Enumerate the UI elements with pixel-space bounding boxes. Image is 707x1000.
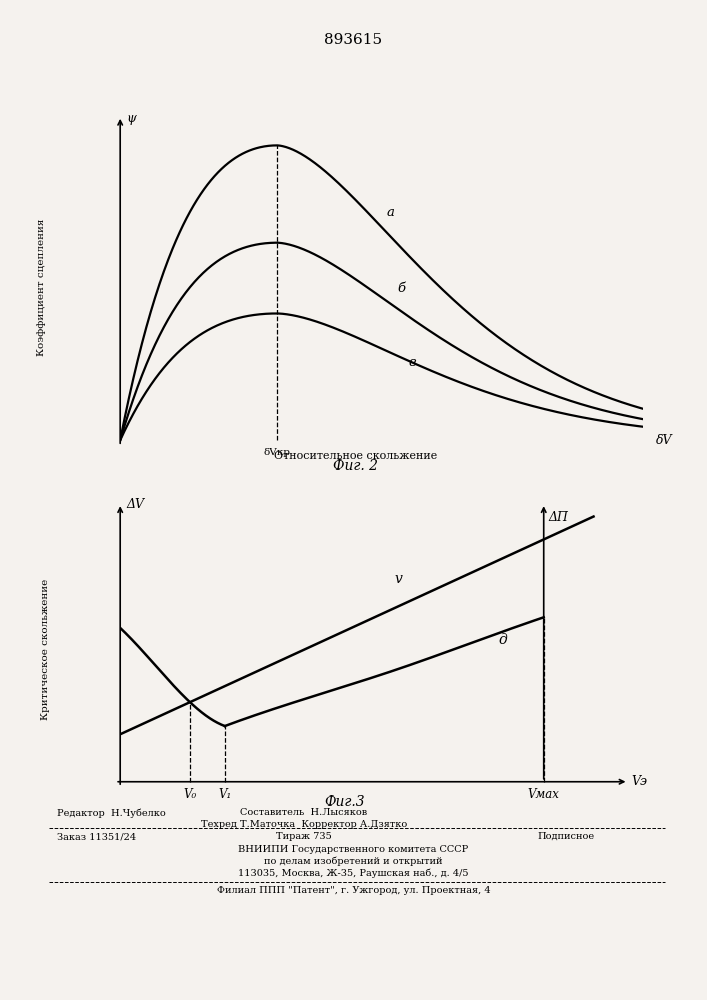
- Text: 893615: 893615: [325, 33, 382, 47]
- Text: Составитель  Н.Лысяков: Составитель Н.Лысяков: [240, 808, 368, 817]
- Text: ВНИИПИ Государственного комитета СССР: ВНИИПИ Государственного комитета СССР: [238, 845, 469, 854]
- Text: Фиг. 2: Фиг. 2: [333, 459, 378, 473]
- Text: Критическое скольжение: Критическое скольжение: [41, 579, 50, 720]
- Text: V₁: V₁: [218, 788, 231, 801]
- Text: Техред Т.Маточка  Корректор А.Дзятко: Техред Т.Маточка Корректор А.Дзятко: [201, 820, 407, 829]
- Text: Заказ 11351/24: Заказ 11351/24: [57, 832, 136, 841]
- Text: Редактор  Н.Чубелко: Редактор Н.Чубелко: [57, 808, 165, 818]
- Text: Фиг.3: Фиг.3: [324, 795, 365, 809]
- Text: Vмax: Vмax: [528, 788, 560, 801]
- Text: ψ: ψ: [127, 112, 136, 125]
- Text: в: в: [408, 356, 416, 369]
- Text: ΔП: ΔП: [549, 511, 568, 524]
- Text: δV: δV: [657, 434, 673, 447]
- Text: V₀: V₀: [183, 788, 197, 801]
- Text: ΔV: ΔV: [126, 498, 144, 511]
- Text: 113035, Москва, Ж-35, Раушская наб., д. 4/5: 113035, Москва, Ж-35, Раушская наб., д. …: [238, 869, 469, 879]
- Text: Филиал ППП "Патент", г. Ужгород, ул. Проектная, 4: Филиал ППП "Патент", г. Ужгород, ул. Про…: [216, 886, 491, 895]
- Text: Тираж 735: Тираж 735: [276, 832, 332, 841]
- Text: по делам изобретений и открытий: по делам изобретений и открытий: [264, 857, 443, 866]
- Text: а: а: [387, 206, 395, 219]
- Text: Коэффициент сцепления: Коэффициент сцепления: [37, 218, 46, 356]
- Text: Vэ: Vэ: [631, 775, 647, 788]
- Text: Относительное скольжение: Относительное скольжение: [274, 451, 437, 461]
- Text: v: v: [395, 572, 402, 586]
- Text: δVкр: δVкр: [264, 448, 291, 457]
- Text: д: д: [499, 633, 508, 647]
- Text: Подписное: Подписное: [537, 832, 595, 841]
- Text: б: б: [397, 282, 406, 295]
